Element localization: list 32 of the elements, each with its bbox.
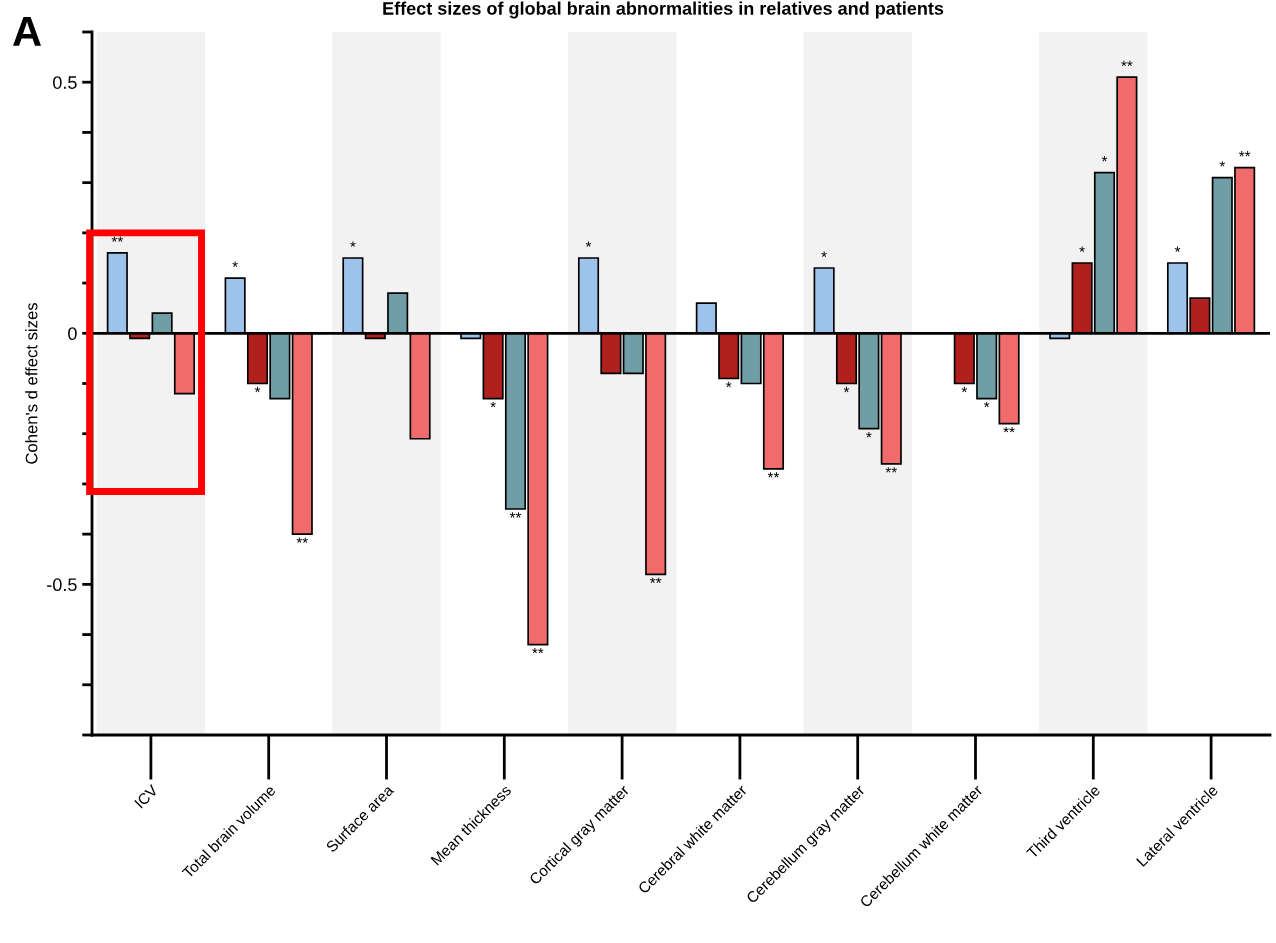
data-label: * (725, 381, 732, 388)
data-label: * (1101, 156, 1108, 162)
data-label: * (961, 386, 968, 393)
data-label: ** (1238, 151, 1251, 157)
data-label: * (1174, 246, 1181, 252)
data-label: * (821, 251, 827, 257)
y-axis-title: Cohen's d effect sizes (25, 302, 38, 464)
x-tick-label: ICV (134, 783, 159, 809)
data-label: ** (767, 472, 780, 478)
data-label: ** (1121, 60, 1133, 67)
data-label: * (1219, 161, 1226, 167)
data-label: * (843, 386, 850, 393)
y-tick-label: 0.5 (53, 76, 77, 89)
chart-title: Effect sizes of global brain abnormalities in relatives and patients (383, 1, 944, 19)
data-label: ** (1003, 427, 1015, 433)
data-label: * (585, 241, 592, 247)
data-label: * (983, 401, 990, 408)
data-label: ** (111, 236, 124, 242)
y-tick-label: -0.5 (47, 578, 77, 592)
data-label: * (490, 401, 496, 408)
data-label: * (350, 241, 356, 247)
data-label: * (1079, 246, 1085, 252)
text: A (13, 17, 41, 46)
data-label: ** (296, 537, 308, 543)
data-label: * (232, 261, 238, 267)
data-label: * (866, 432, 872, 438)
data-label: ** (885, 467, 897, 473)
data-label: ** (649, 577, 662, 584)
y-tick-label: 0 (68, 327, 77, 341)
data-label: ** (509, 512, 522, 518)
data-label: * (254, 386, 261, 393)
data-label: ** (532, 647, 544, 654)
